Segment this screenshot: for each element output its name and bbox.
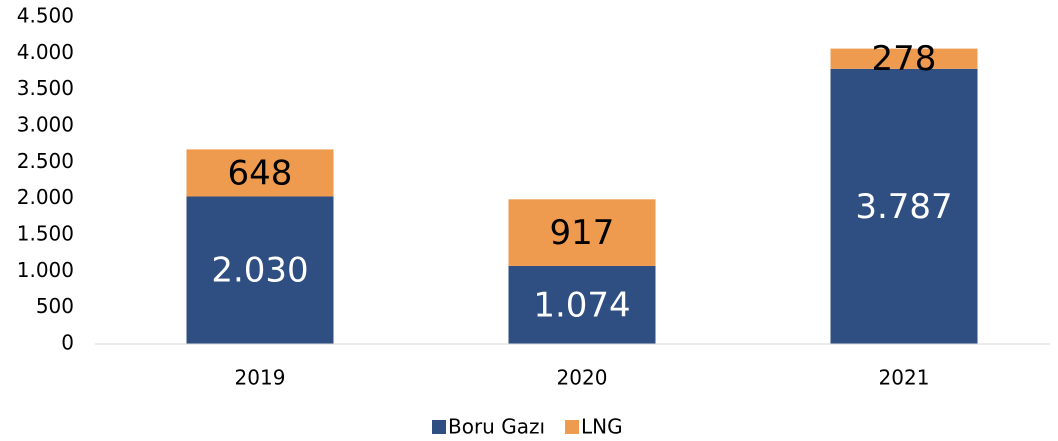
y-tick-label: 2.000 (17, 185, 74, 209)
bar-segment (508, 265, 656, 344)
legend-label: Boru Gazı (448, 415, 545, 439)
y-tick-label: 1.500 (17, 222, 74, 246)
y-tick-label: 500 (36, 294, 74, 318)
data-label: 2.030 (211, 251, 308, 291)
x-tick-label: 2019 (235, 366, 286, 390)
data-label: 648 (228, 153, 293, 193)
bar-segment (830, 68, 978, 344)
data-label: 278 (872, 39, 937, 79)
legend-swatch (432, 420, 446, 434)
x-tick-label: 2020 (557, 366, 608, 390)
y-tick-label: 3.500 (17, 76, 74, 100)
legend-label: LNG (581, 415, 623, 439)
bar-segment (508, 199, 656, 266)
y-tick-label: 3.000 (17, 113, 74, 137)
data-label: 917 (550, 213, 615, 253)
data-label: 3.787 (855, 187, 952, 227)
y-tick-label: 4.000 (17, 40, 74, 64)
bar-segment (186, 196, 334, 344)
y-tick-label: 4.500 (17, 4, 74, 28)
bar-segment (830, 48, 978, 69)
x-tick-label: 2021 (879, 366, 930, 390)
y-tick-label: 2.500 (17, 149, 74, 173)
y-tick-label: 1.000 (17, 258, 74, 282)
y-tick-label: 0 (61, 331, 74, 355)
legend-swatch (565, 420, 580, 434)
bar-segment (186, 149, 334, 197)
data-label: 1.074 (533, 285, 630, 325)
